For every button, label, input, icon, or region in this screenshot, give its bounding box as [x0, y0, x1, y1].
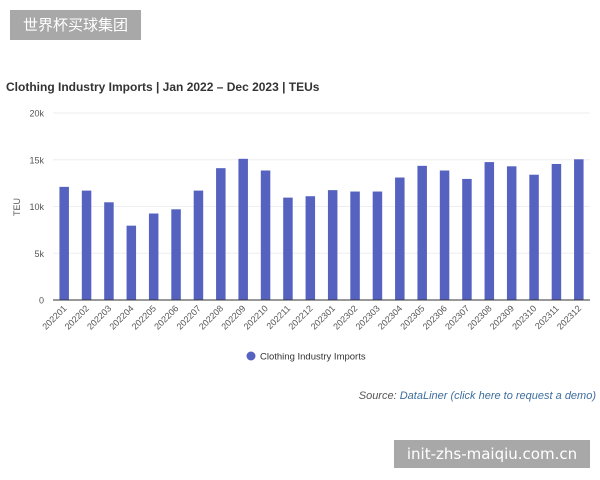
watermark-top: 世界杯买球集团 — [10, 10, 141, 40]
bar[interactable] — [81, 190, 92, 300]
bar[interactable] — [574, 159, 584, 300]
source-demo-link[interactable]: (click here to request a demo) — [450, 390, 596, 402]
source-line: Source: DataLiner (click here to request… — [359, 390, 596, 402]
x-axis-ticks: 2022012022022022032022042022052022062022… — [40, 303, 583, 331]
source-prefix: Source: — [358, 390, 397, 402]
legend-label[interactable]: Clothing Industry Imports — [260, 352, 366, 363]
bar[interactable] — [283, 197, 293, 300]
bar[interactable] — [126, 225, 137, 300]
source-link[interactable]: DataLiner — [399, 390, 448, 402]
bar[interactable] — [417, 165, 427, 300]
bar[interactable] — [59, 186, 69, 300]
bar[interactable] — [484, 162, 495, 300]
y-tick-label: 5k — [34, 249, 44, 259]
bar[interactable] — [238, 158, 248, 300]
bar[interactable] — [350, 191, 360, 300]
bar[interactable] — [216, 168, 226, 300]
x-tick-label: 202312 — [555, 303, 583, 331]
legend-marker — [246, 351, 256, 361]
y-tick-label: 20k — [29, 109, 44, 119]
bars — [59, 158, 584, 300]
bar[interactable] — [439, 170, 450, 300]
bar[interactable] — [372, 191, 383, 300]
bar[interactable] — [260, 170, 271, 300]
bar[interactable] — [551, 163, 562, 300]
legend[interactable]: Clothing Industry Imports — [246, 351, 366, 363]
bar[interactable] — [506, 166, 517, 300]
grid-layer — [53, 112, 590, 254]
x-tick-label: 202310 — [510, 303, 538, 331]
chart-title: Clothing Industry Imports | Jan 2022 – D… — [6, 80, 320, 94]
y-tick-label: 0 — [39, 296, 44, 306]
bar[interactable] — [305, 196, 316, 300]
bar[interactable] — [104, 202, 114, 300]
x-tick-label: 202210 — [242, 303, 270, 331]
bar[interactable] — [193, 190, 204, 300]
y-tick-label: 15k — [29, 155, 44, 165]
bar[interactable] — [327, 190, 338, 300]
y-tick-label: 10k — [29, 202, 44, 212]
bar[interactable] — [148, 213, 159, 300]
bar[interactable] — [395, 177, 405, 300]
y-axis-label: TEU — [12, 198, 22, 216]
watermark-bottom: init-zhs-maiqiu.com.cn — [394, 440, 590, 468]
bar[interactable] — [529, 174, 539, 300]
bar[interactable] — [171, 209, 181, 300]
y-axis-ticks: 0 5k 10k 15k 20k — [29, 109, 44, 306]
bar[interactable] — [462, 178, 472, 300]
